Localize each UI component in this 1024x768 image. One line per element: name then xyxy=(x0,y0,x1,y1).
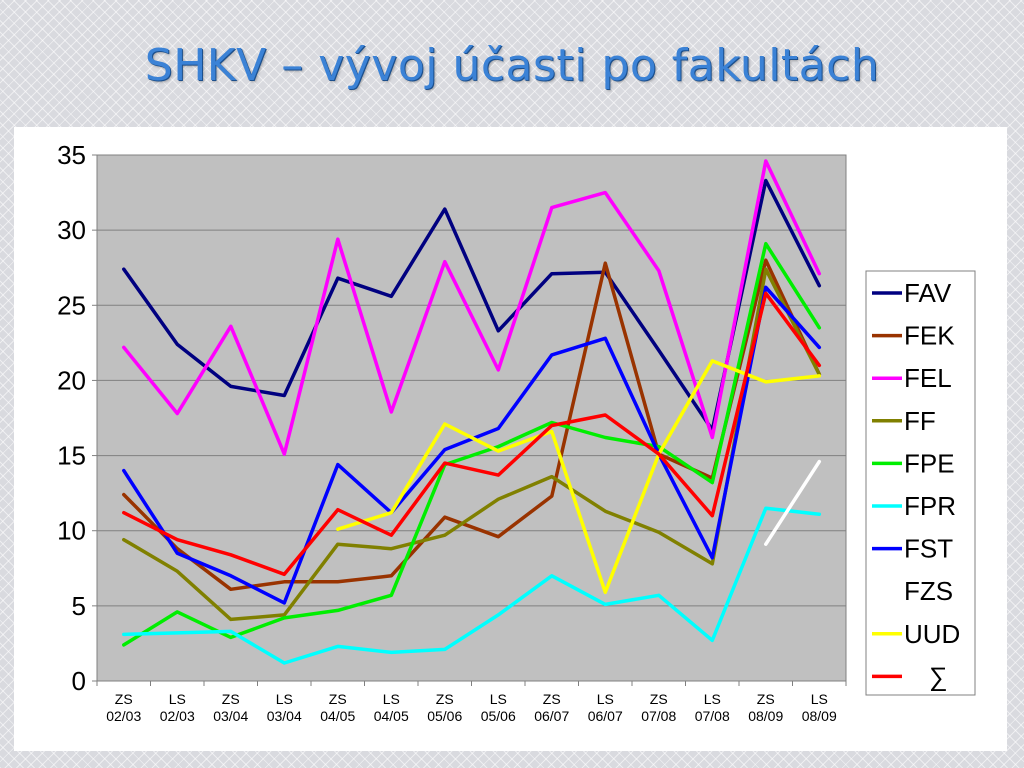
plot-area xyxy=(96,154,847,682)
x-tick-label-year: 02/03 xyxy=(106,708,141,724)
legend-label: FST xyxy=(904,534,953,564)
series-line-1 xyxy=(122,258,822,592)
x-tick-label-term: ZS xyxy=(757,691,775,707)
legend-label: UUD xyxy=(904,619,960,649)
x-tick-label-term: ZS xyxy=(650,691,668,707)
legend-label: FF xyxy=(904,406,936,436)
legend-label: FEL xyxy=(904,363,952,393)
x-tick-label-term: LS xyxy=(383,691,400,707)
legend-label: FAV xyxy=(904,278,952,308)
x-tick-label-term: LS xyxy=(169,691,186,707)
x-tick-label-year: 05/06 xyxy=(481,708,516,724)
x-tick-label-year: 07/08 xyxy=(695,708,730,724)
legend-label: FPE xyxy=(904,448,955,478)
x-tick-label-year: 06/07 xyxy=(534,708,569,724)
x-tick-label-term: ZS xyxy=(436,691,454,707)
slide-title: SHKV – vývoj účasti po fakultách xyxy=(144,40,880,91)
series-line-2 xyxy=(122,159,822,456)
legend-label: ∑ xyxy=(929,661,948,691)
legend-label: FEK xyxy=(904,321,955,351)
y-tick-label: 10 xyxy=(57,516,86,546)
x-tick-label-year: 05/06 xyxy=(427,708,462,724)
x-tick-label-term: LS xyxy=(276,691,293,707)
legend-label: FPR xyxy=(904,491,956,521)
x-tick-label-term: ZS xyxy=(329,691,347,707)
y-tick-label: 5 xyxy=(72,591,86,621)
series-line-9 xyxy=(122,291,822,577)
x-tick-label-term: LS xyxy=(811,691,828,707)
y-tick-label: 15 xyxy=(57,441,86,471)
y-tick-label: 35 xyxy=(57,140,86,170)
series-line-8 xyxy=(336,359,822,595)
series-line-7 xyxy=(764,459,822,546)
x-tick-label-year: 04/05 xyxy=(320,708,355,724)
x-tick-label-year: 04/05 xyxy=(374,708,409,724)
x-tick-label-year: 02/03 xyxy=(160,708,195,724)
x-tick-label-year: 03/04 xyxy=(213,708,248,724)
series-line-0 xyxy=(122,178,822,432)
legend-box xyxy=(865,270,976,696)
series-line-5 xyxy=(122,506,822,665)
y-tick-label: 25 xyxy=(57,290,86,320)
x-tick-label-term: ZS xyxy=(115,691,133,707)
x-tick-label-year: 08/09 xyxy=(802,708,837,724)
x-tick-label-year: 03/04 xyxy=(267,708,302,724)
legend-label: FZS xyxy=(904,576,953,606)
x-tick-label-term: LS xyxy=(490,691,507,707)
x-tick-label-year: 07/08 xyxy=(641,708,676,724)
y-tick-label: 30 xyxy=(57,215,86,245)
x-tick-label-year: 08/09 xyxy=(748,708,783,724)
x-tick-label-term: LS xyxy=(597,691,614,707)
x-tick-label-term: ZS xyxy=(543,691,561,707)
x-tick-label-year: 06/07 xyxy=(588,708,623,724)
y-tick-label: 20 xyxy=(57,365,86,395)
x-tick-label-term: ZS xyxy=(222,691,240,707)
series-line-4 xyxy=(122,241,822,647)
series-line-3 xyxy=(122,267,822,622)
x-tick-label-term: LS xyxy=(704,691,721,707)
y-tick-label: 0 xyxy=(72,666,86,696)
